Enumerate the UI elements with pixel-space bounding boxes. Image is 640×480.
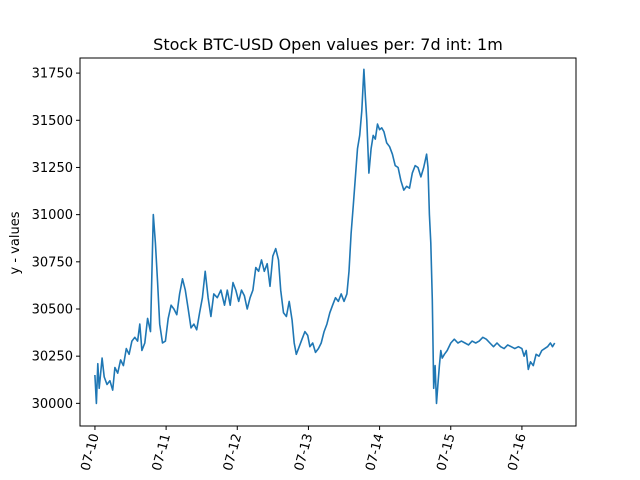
- y-tick-label: 31250: [32, 161, 73, 176]
- y-tick-label: 31750: [32, 67, 73, 82]
- y-tick-label: 31000: [32, 208, 73, 223]
- y-tick-label: 30000: [32, 397, 73, 412]
- y-tick-label: 30500: [32, 302, 73, 317]
- series-line-0: [94, 68, 556, 405]
- y-axis-label: y - values: [8, 211, 23, 274]
- plot-frame: [79, 57, 577, 427]
- y-tick-label: 30750: [32, 255, 73, 270]
- y-tick-label: 30250: [32, 350, 73, 365]
- y-tick-label: 31500: [32, 114, 73, 129]
- chart-title: Stock BTC-USD Open values per: 7d int: 1…: [153, 35, 503, 54]
